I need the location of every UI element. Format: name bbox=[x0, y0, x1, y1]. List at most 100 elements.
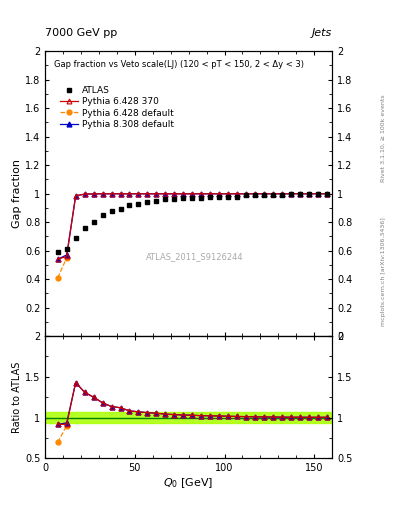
ATLAS bbox=[190, 195, 195, 201]
ATLAS bbox=[316, 191, 320, 198]
Pythia 8.308 default bbox=[288, 191, 293, 197]
Line: ATLAS: ATLAS bbox=[55, 192, 329, 254]
ATLAS bbox=[244, 192, 248, 198]
Y-axis label: Gap fraction: Gap fraction bbox=[12, 159, 22, 228]
Pythia 8.308 default bbox=[73, 193, 78, 199]
ATLAS bbox=[270, 192, 275, 198]
Text: mcplots.cern.ch [arXiv:1306.3436]: mcplots.cern.ch [arXiv:1306.3436] bbox=[381, 217, 386, 326]
Pythia 8.308 default bbox=[324, 191, 329, 197]
Pythia 8.308 default bbox=[208, 191, 213, 197]
Pythia 8.308 default bbox=[82, 191, 87, 197]
Pythia 6.428 370 bbox=[100, 191, 105, 197]
Pythia 8.308 default bbox=[172, 191, 177, 197]
ATLAS bbox=[253, 192, 257, 198]
Pythia 8.308 default bbox=[136, 191, 141, 197]
Pythia 6.428 default bbox=[64, 254, 69, 261]
ATLAS bbox=[226, 194, 230, 200]
ATLAS bbox=[172, 196, 177, 202]
Text: 7000 GeV pp: 7000 GeV pp bbox=[45, 28, 118, 38]
Y-axis label: Ratio to ATLAS: Ratio to ATLAS bbox=[12, 361, 22, 433]
Pythia 8.308 default bbox=[316, 191, 320, 197]
ATLAS bbox=[298, 191, 302, 198]
Pythia 6.428 default bbox=[55, 274, 60, 281]
Line: Pythia 6.428 370: Pythia 6.428 370 bbox=[55, 191, 329, 262]
Pythia 6.428 370 bbox=[190, 191, 195, 197]
Pythia 6.428 370 bbox=[298, 191, 302, 197]
Pythia 6.428 370 bbox=[307, 191, 311, 197]
Pythia 8.308 default bbox=[235, 191, 239, 197]
ATLAS bbox=[118, 206, 123, 212]
Pythia 8.308 default bbox=[109, 191, 114, 197]
ATLAS bbox=[145, 199, 150, 205]
ATLAS bbox=[307, 191, 311, 198]
ATLAS bbox=[55, 249, 60, 255]
Pythia 8.308 default bbox=[127, 191, 132, 197]
Pythia 6.428 370 bbox=[208, 191, 213, 197]
Pythia 6.428 370 bbox=[136, 191, 141, 197]
Pythia 8.308 default bbox=[190, 191, 195, 197]
Pythia 6.428 370 bbox=[55, 256, 60, 262]
Pythia 8.308 default bbox=[181, 191, 185, 197]
Pythia 8.308 default bbox=[279, 191, 284, 197]
Pythia 8.308 default bbox=[154, 191, 159, 197]
ATLAS bbox=[64, 246, 69, 252]
Pythia 8.308 default bbox=[118, 191, 123, 197]
Pythia 8.308 default bbox=[262, 191, 266, 197]
ATLAS bbox=[235, 194, 239, 200]
Text: Jets: Jets bbox=[312, 28, 332, 38]
Pythia 8.308 default bbox=[270, 191, 275, 197]
Line: Pythia 6.428 default: Pythia 6.428 default bbox=[55, 255, 69, 280]
Text: Rivet 3.1.10, ≥ 100k events: Rivet 3.1.10, ≥ 100k events bbox=[381, 94, 386, 182]
Pythia 6.428 370 bbox=[82, 191, 87, 197]
ATLAS bbox=[262, 192, 266, 198]
Pythia 8.308 default bbox=[199, 191, 204, 197]
ATLAS bbox=[109, 208, 114, 214]
Pythia 6.428 370 bbox=[199, 191, 204, 197]
Pythia 6.428 370 bbox=[244, 191, 248, 197]
Pythia 6.428 370 bbox=[279, 191, 284, 197]
ATLAS bbox=[199, 195, 204, 201]
Text: Gap fraction vs Veto scale(LJ) (120 < pT < 150, 2 < Δy < 3): Gap fraction vs Veto scale(LJ) (120 < pT… bbox=[54, 60, 304, 69]
Pythia 6.428 370 bbox=[226, 191, 230, 197]
ATLAS bbox=[279, 192, 284, 198]
Pythia 8.308 default bbox=[145, 191, 150, 197]
ATLAS bbox=[100, 212, 105, 218]
Pythia 6.428 370 bbox=[73, 193, 78, 199]
Pythia 8.308 default bbox=[100, 191, 105, 197]
Pythia 8.308 default bbox=[64, 252, 69, 258]
Pythia 6.428 370 bbox=[262, 191, 266, 197]
Pythia 8.308 default bbox=[244, 191, 248, 197]
ATLAS bbox=[208, 194, 213, 200]
Legend: ATLAS, Pythia 6.428 370, Pythia 6.428 default, Pythia 8.308 default: ATLAS, Pythia 6.428 370, Pythia 6.428 de… bbox=[58, 84, 176, 131]
Pythia 6.428 370 bbox=[316, 191, 320, 197]
ATLAS bbox=[73, 235, 78, 241]
Pythia 8.308 default bbox=[163, 191, 168, 197]
Pythia 8.308 default bbox=[91, 191, 96, 197]
Pythia 6.428 370 bbox=[145, 191, 150, 197]
Pythia 8.308 default bbox=[307, 191, 311, 197]
X-axis label: $Q_0$ [GeV]: $Q_0$ [GeV] bbox=[163, 476, 214, 489]
ATLAS bbox=[91, 219, 96, 225]
Pythia 6.428 370 bbox=[127, 191, 132, 197]
ATLAS bbox=[217, 194, 222, 200]
ATLAS bbox=[136, 201, 141, 207]
Pythia 6.428 370 bbox=[181, 191, 185, 197]
Pythia 6.428 370 bbox=[172, 191, 177, 197]
Pythia 6.428 370 bbox=[217, 191, 222, 197]
Pythia 6.428 370 bbox=[91, 191, 96, 197]
Text: ATLAS_2011_S9126244: ATLAS_2011_S9126244 bbox=[145, 252, 243, 261]
Pythia 8.308 default bbox=[226, 191, 230, 197]
Line: Pythia 8.308 default: Pythia 8.308 default bbox=[55, 191, 329, 262]
ATLAS bbox=[181, 195, 185, 201]
ATLAS bbox=[154, 198, 159, 204]
ATLAS bbox=[127, 202, 132, 208]
ATLAS bbox=[324, 191, 329, 198]
Pythia 8.308 default bbox=[217, 191, 222, 197]
Pythia 6.428 370 bbox=[235, 191, 239, 197]
Pythia 8.308 default bbox=[253, 191, 257, 197]
Pythia 6.428 370 bbox=[64, 253, 69, 260]
ATLAS bbox=[288, 191, 293, 198]
Pythia 6.428 370 bbox=[270, 191, 275, 197]
Pythia 6.428 370 bbox=[324, 191, 329, 197]
ATLAS bbox=[82, 225, 87, 231]
